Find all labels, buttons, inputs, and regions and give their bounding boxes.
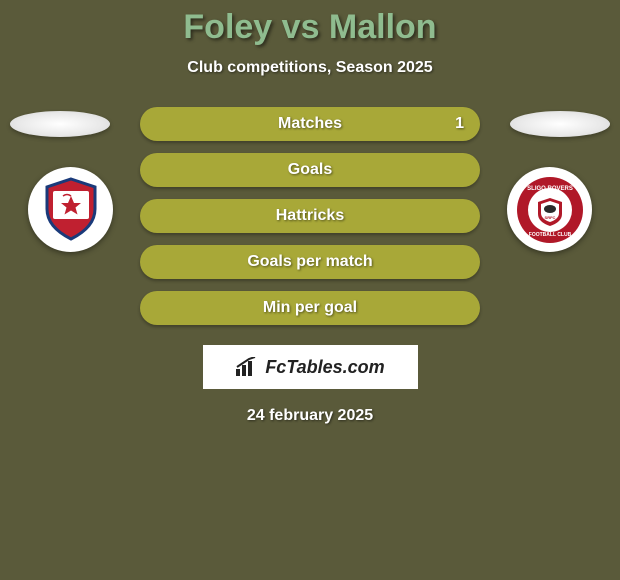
player-placeholder-right	[510, 111, 610, 137]
svg-text:SLIGO ROVERS: SLIGO ROVERS	[527, 186, 573, 192]
shield-icon	[41, 177, 101, 242]
stat-row-goals-per-match: Goals per match	[140, 245, 480, 279]
svg-text:FOOTBALL CLUB: FOOTBALL CLUB	[528, 232, 571, 238]
stat-row-min-per-goal: Min per goal	[140, 291, 480, 325]
stats-area: SLIGO ROVERS FOOTBALL CLUB SRFC Matches …	[0, 107, 620, 425]
stat-label: Goals per match	[247, 253, 372, 271]
club-badge-right: SLIGO ROVERS FOOTBALL CLUB SRFC	[507, 167, 592, 252]
stat-row-hattricks: Hattricks	[140, 199, 480, 233]
stat-label: Min per goal	[263, 299, 357, 317]
stat-label: Matches	[278, 115, 342, 133]
attribution-badge: FcTables.com	[203, 345, 418, 389]
infographic-container: Foley vs Mallon Club competitions, Seaso…	[0, 0, 620, 425]
stat-label: Goals	[288, 161, 332, 179]
stat-label: Hattricks	[276, 207, 344, 225]
club-badge-left	[28, 167, 113, 252]
stat-value-right: 1	[455, 115, 464, 133]
page-subtitle: Club competitions, Season 2025	[0, 59, 620, 77]
stat-rows: Matches 1 Goals Hattricks Goals per matc…	[140, 107, 480, 325]
stat-row-goals: Goals	[140, 153, 480, 187]
chart-icon	[235, 357, 259, 377]
svg-text:SRFC: SRFC	[544, 215, 555, 220]
stat-row-matches: Matches 1	[140, 107, 480, 141]
date-text: 24 february 2025	[0, 407, 620, 425]
attribution-text: FcTables.com	[265, 357, 384, 378]
page-title: Foley vs Mallon	[0, 8, 620, 47]
player-placeholder-left	[10, 111, 110, 137]
crest-icon: SLIGO ROVERS FOOTBALL CLUB SRFC	[516, 176, 584, 244]
